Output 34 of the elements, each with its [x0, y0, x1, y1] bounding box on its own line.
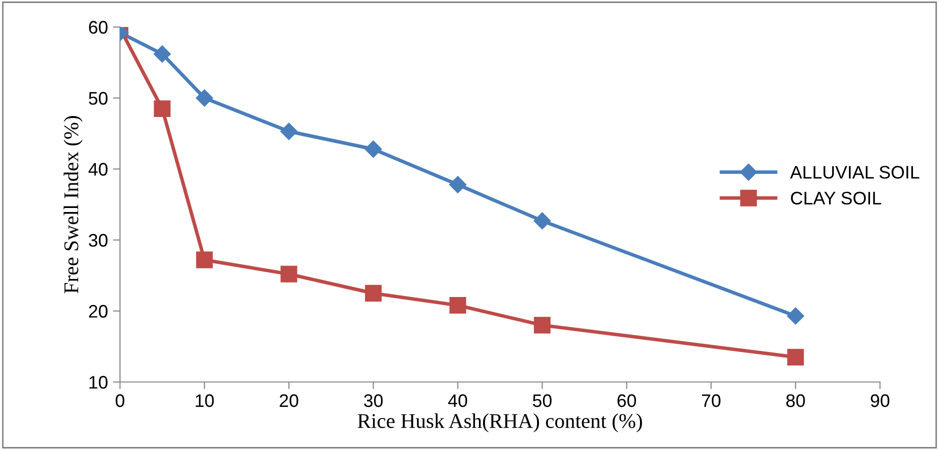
point — [449, 296, 466, 314]
point — [196, 89, 213, 107]
x-axis-title: Rice Husk Ash(RHA) content (%) — [358, 413, 642, 432]
point — [280, 266, 298, 282]
x-tick-label: 0 — [116, 394, 124, 408]
x-tick-label: 70 — [702, 394, 720, 408]
y-tick-label: 30 — [88, 234, 108, 247]
y-axis-title: Free Swell Index (%) — [64, 116, 83, 294]
x-tick-label: 40 — [448, 394, 468, 408]
point — [280, 122, 298, 140]
x-tick-label: 30 — [364, 394, 383, 408]
x-tick-label: 90 — [870, 394, 890, 408]
point — [534, 316, 551, 334]
y-tick-label: 50 — [88, 92, 108, 105]
x-tick-label: 50 — [532, 394, 552, 408]
x-tick-label: 20 — [280, 394, 298, 408]
point — [154, 45, 171, 63]
point — [365, 284, 382, 302]
y-tick-label: 10 — [89, 376, 108, 389]
y-tick-label: 20 — [89, 304, 108, 318]
point — [154, 100, 171, 117]
point — [787, 348, 804, 366]
x-tick-label: 10 — [196, 394, 214, 408]
point — [787, 307, 804, 325]
point — [364, 140, 382, 158]
y-tick-label: 40 — [88, 162, 108, 176]
x-tick-label: 80 — [786, 394, 805, 408]
y-tick-label: 60 — [89, 20, 108, 34]
point — [449, 176, 466, 194]
legend-label: ALLUVIAL SOIL — [790, 166, 920, 179]
point — [196, 252, 213, 268]
legend-label: CLAY SOIL — [790, 192, 882, 205]
point — [534, 212, 551, 230]
x-tick-label: 60 — [618, 394, 636, 408]
